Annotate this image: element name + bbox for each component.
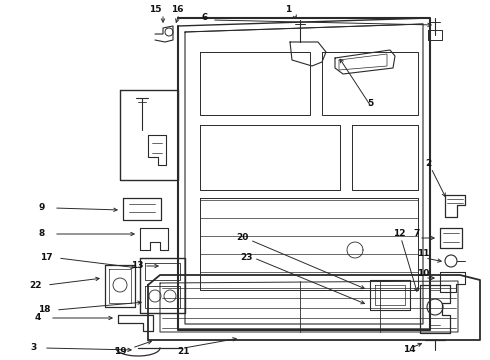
Text: 12: 12 — [393, 230, 405, 238]
Text: 18: 18 — [38, 306, 50, 315]
Text: 4: 4 — [35, 314, 41, 323]
Text: 14: 14 — [403, 346, 416, 355]
Text: 22: 22 — [29, 280, 41, 289]
Text: 20: 20 — [236, 234, 248, 243]
Text: 23: 23 — [240, 253, 252, 262]
Text: 11: 11 — [417, 249, 429, 258]
Text: 1: 1 — [285, 5, 291, 14]
Text: 13: 13 — [131, 261, 143, 270]
Text: 3: 3 — [30, 343, 36, 352]
Text: 2: 2 — [425, 159, 431, 168]
Text: 5: 5 — [367, 99, 373, 108]
Text: 10: 10 — [417, 270, 429, 279]
Text: 21: 21 — [177, 347, 189, 356]
Text: 9: 9 — [39, 203, 45, 212]
Text: 6: 6 — [202, 13, 208, 22]
Text: 8: 8 — [39, 230, 45, 238]
Text: 15: 15 — [149, 5, 161, 14]
Text: 19: 19 — [114, 347, 126, 356]
Text: 16: 16 — [171, 5, 183, 14]
Text: 17: 17 — [40, 253, 52, 262]
Text: 7: 7 — [414, 230, 420, 238]
